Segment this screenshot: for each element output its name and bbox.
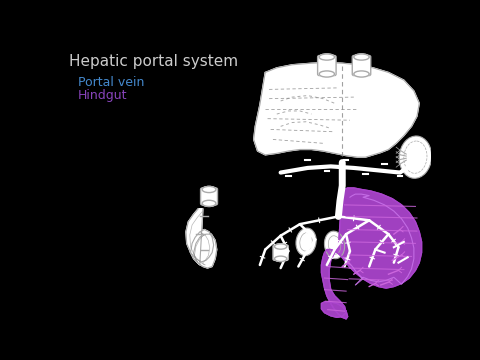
Polygon shape [322,188,421,319]
FancyBboxPatch shape [352,55,371,76]
Ellipse shape [319,71,335,77]
Ellipse shape [275,244,287,249]
Text: Portal vein: Portal vein [78,76,144,89]
Text: Hepatic portal system: Hepatic portal system [69,54,238,69]
Text: Hindgut: Hindgut [78,89,128,102]
FancyBboxPatch shape [273,245,288,260]
Polygon shape [186,209,217,268]
Ellipse shape [324,231,345,259]
Ellipse shape [319,54,335,60]
Ellipse shape [399,136,432,178]
Ellipse shape [202,200,216,206]
Ellipse shape [354,71,369,77]
Ellipse shape [202,186,216,193]
Ellipse shape [354,54,369,60]
Polygon shape [254,62,419,157]
FancyBboxPatch shape [318,55,336,76]
FancyBboxPatch shape [201,188,217,205]
Ellipse shape [275,256,287,261]
Ellipse shape [296,228,316,256]
